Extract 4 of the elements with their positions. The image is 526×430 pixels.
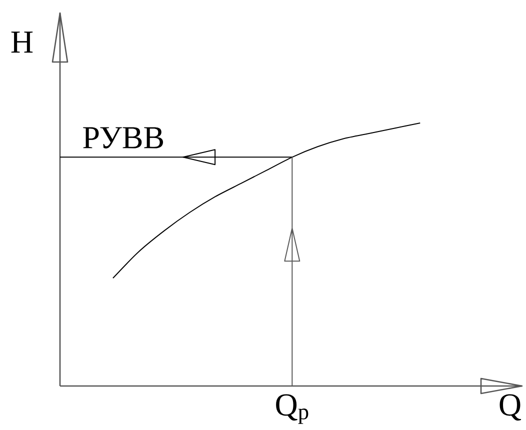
x-axis-title: Q [500, 394, 521, 421]
ref-line-label: РУВВ [83, 127, 164, 148]
text: Q$_{р}$ [276, 394, 308, 424]
y-axis-title: H [11, 32, 33, 53]
